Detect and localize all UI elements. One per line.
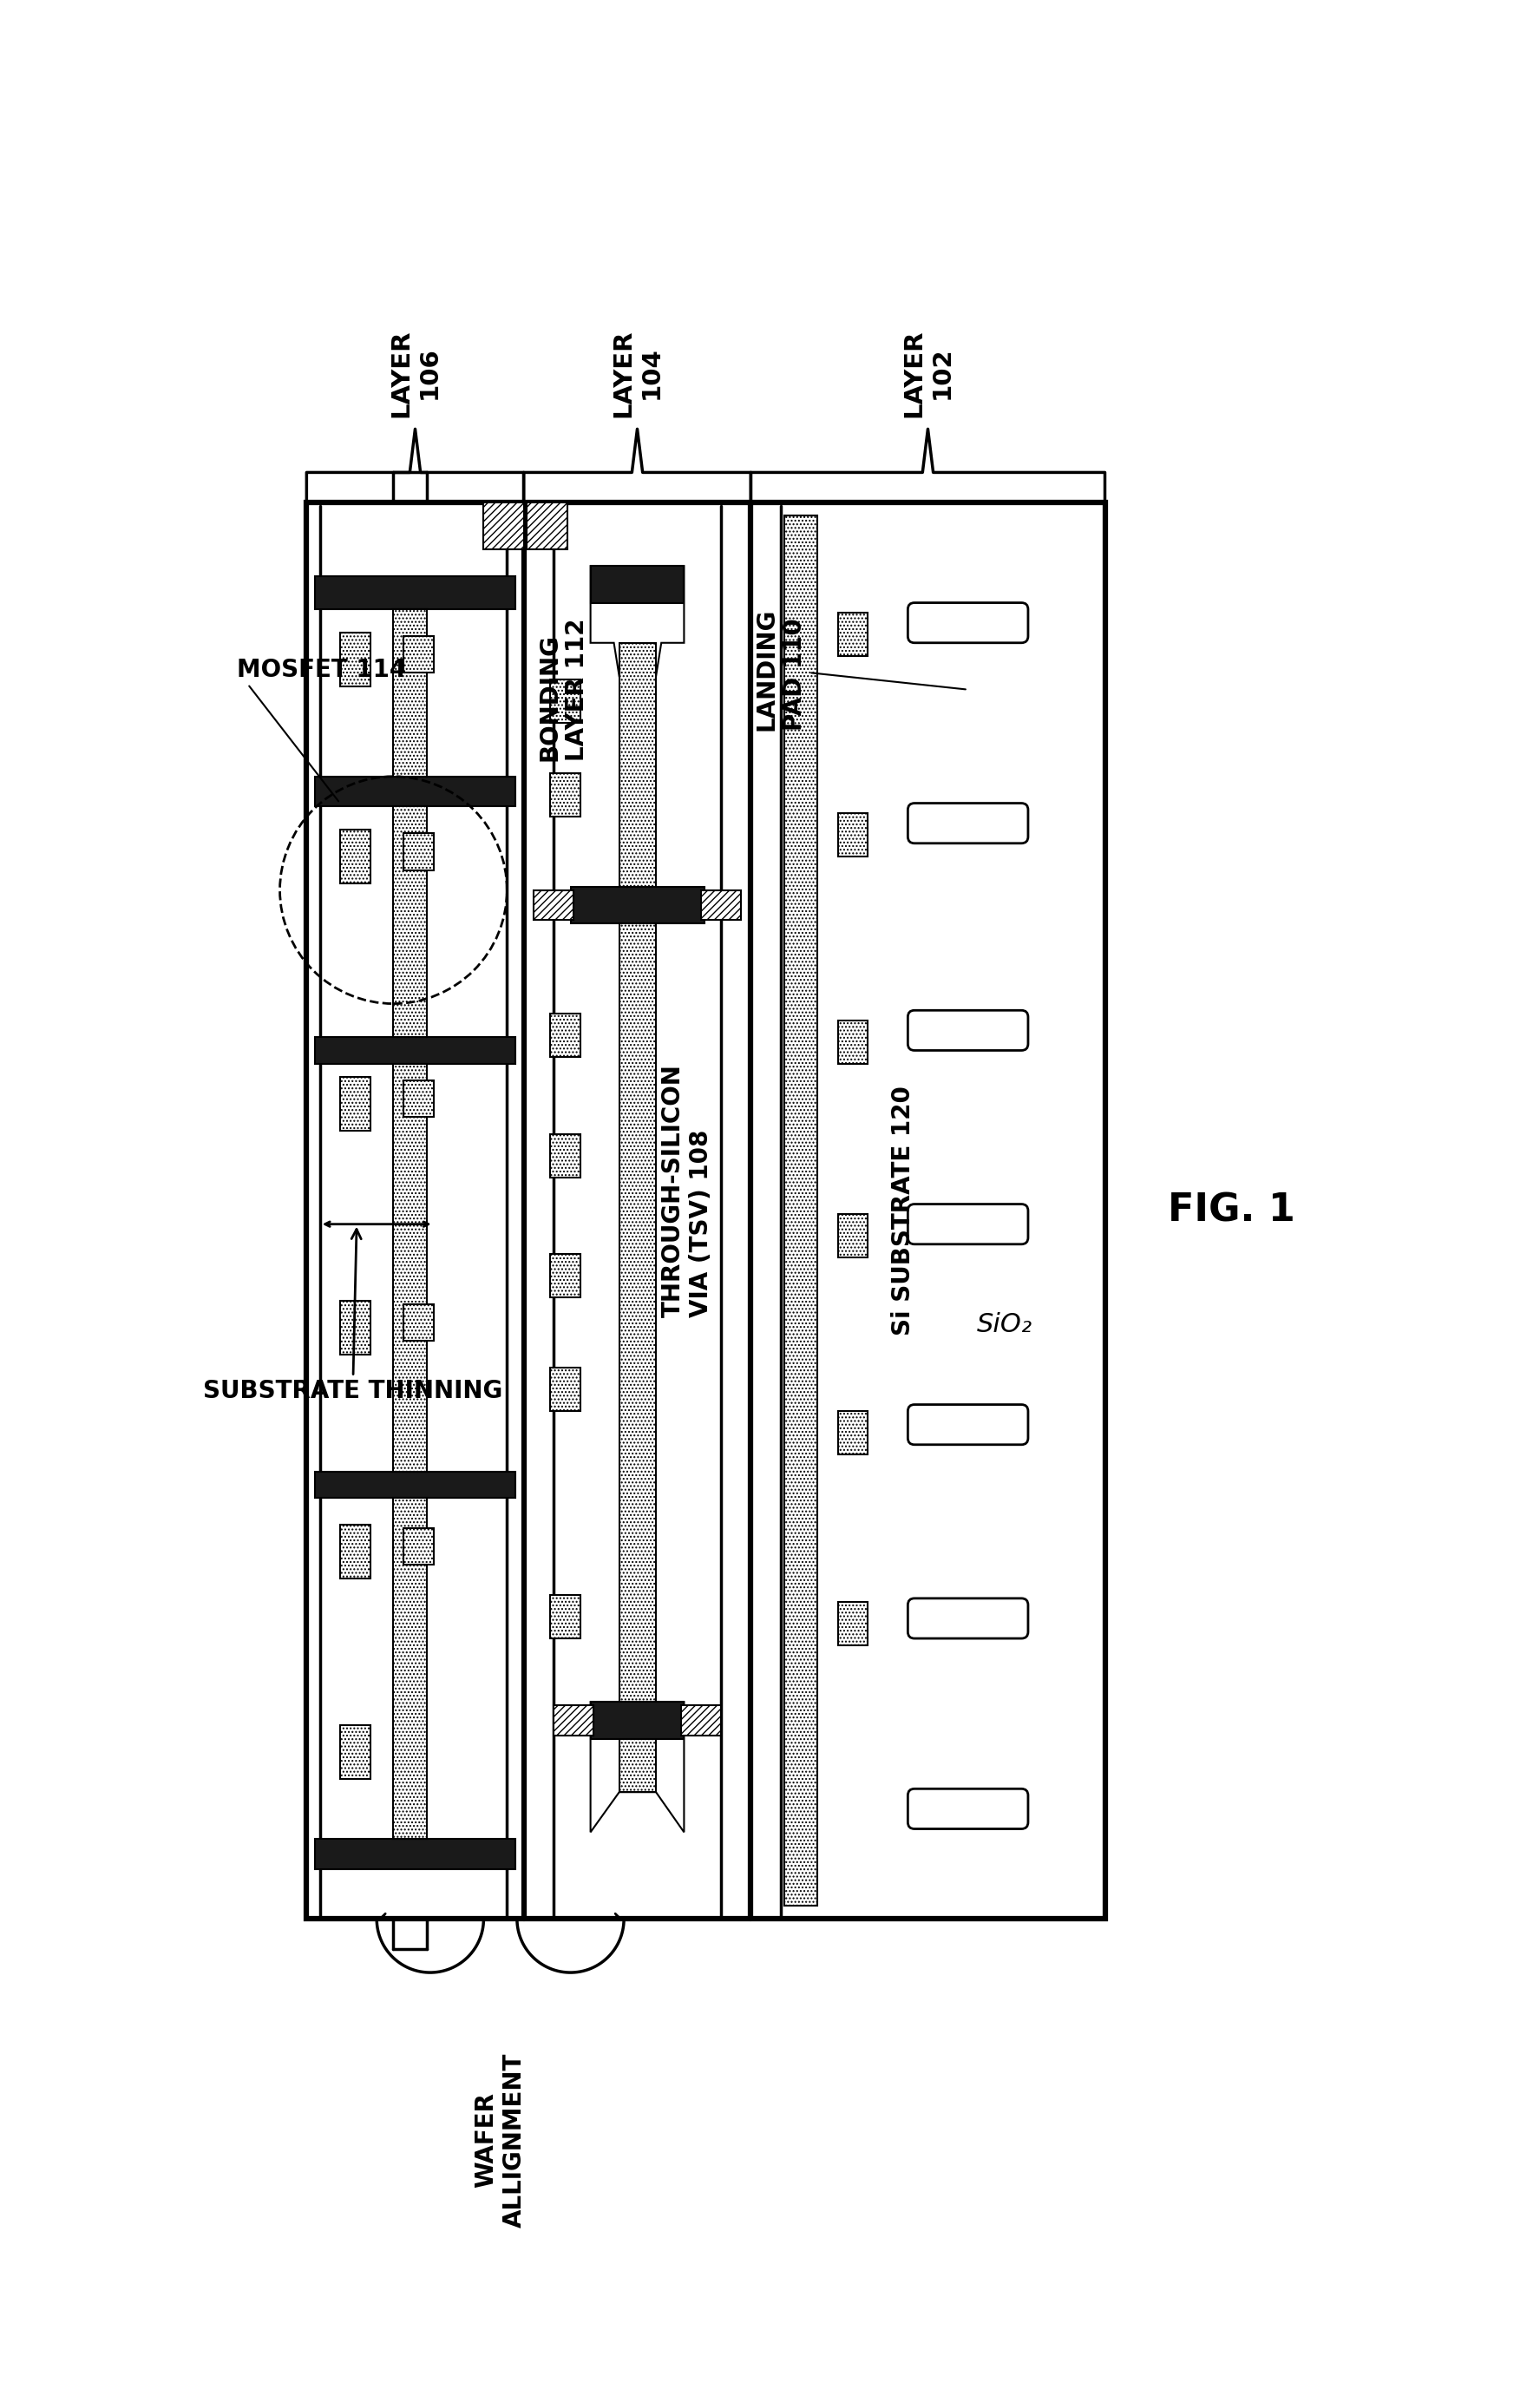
Text: FIG. 1: FIG. 1 [1169,1192,1295,1230]
Bar [340,1725,370,1780]
Bar [403,635,434,674]
Bar [701,891,741,920]
Text: LAYER
104: LAYER 104 [611,330,664,418]
Bar [570,886,704,925]
Bar [590,566,684,602]
FancyBboxPatch shape [909,803,1029,843]
Text: SUBSTRATE THINNING: SUBSTRATE THINNING [203,1230,502,1402]
Bar [527,502,567,549]
Text: WAFER
ALLIGNMENT: WAFER ALLIGNMENT [474,2052,527,2227]
Bar [550,1369,581,1412]
Bar [550,774,581,817]
FancyBboxPatch shape [909,1405,1029,1445]
Bar [554,1706,594,1734]
FancyBboxPatch shape [909,1789,1029,1830]
FancyBboxPatch shape [909,1204,1029,1245]
Bar [550,1596,581,1639]
Text: LANDING
PAD 110: LANDING PAD 110 [755,609,966,731]
FancyBboxPatch shape [909,602,1029,643]
Text: LAYER
106: LAYER 106 [390,330,442,418]
Bar [838,1020,867,1063]
Bar [550,1013,581,1056]
Bar [403,834,434,870]
Polygon shape [590,566,684,676]
Bar [590,1701,684,1739]
Bar [306,502,1104,1918]
Bar [393,1498,427,1840]
Bar [550,678,581,724]
FancyBboxPatch shape [909,1011,1029,1051]
Bar [340,633,370,686]
Bar [550,1254,581,1297]
Bar [838,1601,867,1646]
Bar [838,1214,867,1257]
Bar [393,609,427,776]
Text: THROUGH-SILICON
VIA (TSV) 108: THROUGH-SILICON VIA (TSV) 108 [661,1063,713,1316]
Polygon shape [590,1701,684,1832]
Bar [314,1840,516,1868]
Text: MOSFET 114: MOSFET 114 [237,657,407,800]
Bar [403,1529,434,1565]
Bar [838,612,867,657]
Bar [393,1063,427,1472]
Text: BONDING
LAYER 112: BONDING LAYER 112 [537,619,590,762]
FancyBboxPatch shape [909,1598,1029,1639]
Bar [314,576,516,609]
Bar [314,1037,516,1063]
Bar [681,1706,721,1734]
Bar [340,829,370,884]
Bar [393,807,427,1037]
Bar [838,812,867,858]
Bar [619,643,656,1792]
Bar [314,1472,516,1498]
Bar [340,1302,370,1355]
Bar [340,1524,370,1579]
Bar [784,516,818,1906]
Text: LAYER
102: LAYER 102 [902,330,955,418]
Bar [534,891,574,920]
Bar [403,1080,434,1118]
Bar [550,1135,581,1178]
Text: Si SUBSTRATE 120: Si SUBSTRATE 120 [892,1087,915,1335]
Bar [484,502,524,549]
Bar [314,776,516,807]
Bar [838,1412,867,1455]
Bar [403,1304,434,1340]
Text: SiO₂: SiO₂ [976,1312,1032,1338]
Bar [340,1077,370,1130]
